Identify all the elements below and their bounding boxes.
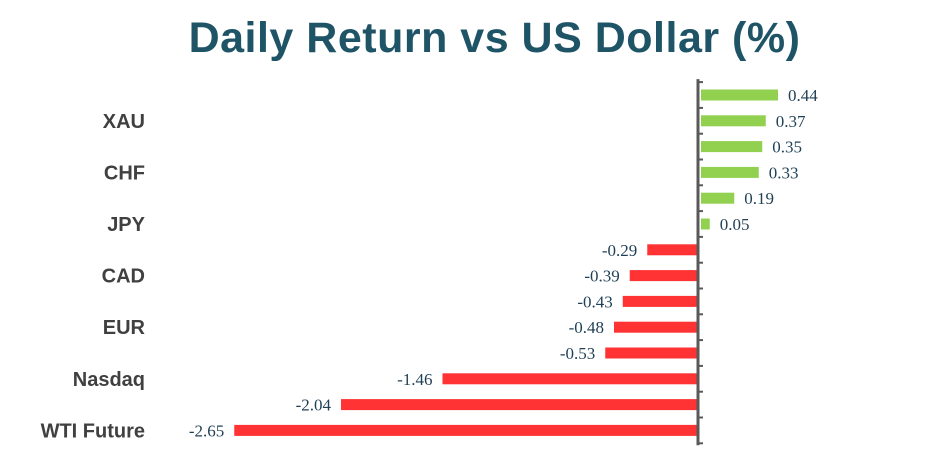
chart-title: Daily Return vs US Dollar (%)	[188, 14, 801, 62]
data-label-13: -2.65	[189, 421, 224, 440]
labels-layer: 0.44 0.37 XAU 0.35 0.33 CHF 0.19 0.05 JPY -0.29 -0…	[41, 86, 819, 442]
data-label-5: 0.05	[720, 215, 750, 234]
data-label-2: 0.35	[772, 138, 802, 157]
data-label-8: -0.43	[577, 292, 612, 311]
category-label-1: XAU	[103, 111, 145, 133]
data-label-11: -1.46	[397, 370, 432, 389]
bar-11	[442, 373, 698, 385]
data-label-3: 0.33	[769, 163, 799, 182]
bar-2	[701, 141, 763, 153]
bar-7	[629, 270, 698, 282]
bar-5	[701, 218, 710, 230]
bars-layer	[234, 89, 778, 436]
data-label-4: 0.19	[744, 189, 774, 208]
data-label-10: -0.53	[560, 344, 595, 363]
bar-13	[234, 424, 698, 436]
bar-0	[701, 89, 778, 101]
bar-12	[341, 399, 698, 411]
data-label-6: -0.29	[602, 241, 637, 260]
category-label-5: JPY	[107, 214, 145, 236]
data-label-1: 0.37	[776, 112, 806, 131]
bar-8	[622, 295, 698, 307]
value-axis	[696, 79, 703, 446]
bar-3	[701, 166, 759, 178]
data-label-7: -0.39	[584, 267, 619, 286]
category-label-3: CHF	[104, 162, 145, 184]
category-label-13: WTI Future	[41, 420, 145, 442]
category-label-9: EUR	[103, 317, 146, 339]
bar-9	[614, 321, 698, 333]
category-label-11: Nasdaq	[73, 369, 145, 391]
bar-4	[701, 192, 735, 204]
bar-1	[701, 115, 766, 127]
data-label-12: -2.04	[296, 396, 332, 415]
bar-6	[647, 244, 698, 256]
data-label-0: 0.44	[788, 86, 818, 105]
category-label-7: CAD	[102, 266, 145, 288]
data-label-9: -0.48	[569, 318, 604, 337]
bar-10	[605, 347, 698, 359]
